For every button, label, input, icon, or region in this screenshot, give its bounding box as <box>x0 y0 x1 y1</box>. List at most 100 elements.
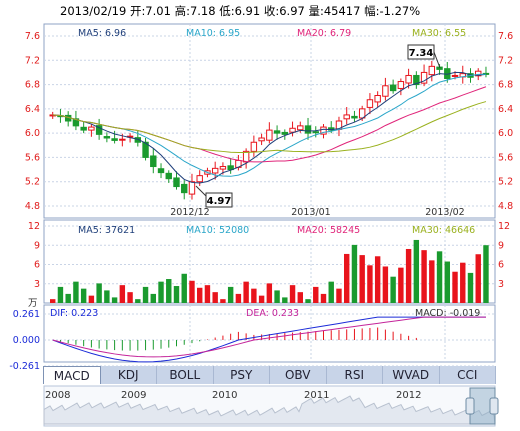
navigator-left-handle[interactable] <box>465 397 475 415</box>
tab-macd[interactable]: MACD <box>43 366 101 384</box>
volume-bar <box>50 299 56 303</box>
navigator-right-handle[interactable] <box>489 397 499 415</box>
tab-cci[interactable]: CCI <box>440 366 496 384</box>
volume-bar <box>336 288 342 303</box>
volume-bar <box>235 293 242 303</box>
time-axis-label: 2013/02 <box>425 207 464 218</box>
candle-body <box>165 172 172 180</box>
candle-body <box>351 115 358 119</box>
price-y-tick-left: 6.8 <box>25 80 40 91</box>
volume-ma-label: MA10: 52080 <box>186 225 249 236</box>
price-y-tick-left: 6.4 <box>25 104 40 115</box>
high-marker: 7.34 <box>409 48 434 59</box>
volume-bar <box>436 251 443 303</box>
dif-line <box>52 316 486 363</box>
candle-body <box>80 126 87 131</box>
volume-bar <box>104 290 110 303</box>
volume-bar <box>413 239 420 303</box>
tab-obv[interactable]: OBV <box>270 366 327 384</box>
candle-body <box>428 65 436 76</box>
tab-kdj[interactable]: KDJ <box>101 366 157 384</box>
volume-bar <box>289 285 296 303</box>
candle-body <box>88 126 95 131</box>
volume-bar <box>73 281 79 303</box>
volume-bar <box>158 281 164 303</box>
volume-ma-label: MA5: 37621 <box>78 225 135 236</box>
candle-body <box>281 131 289 135</box>
low-marker-box <box>205 192 233 208</box>
volume-bar <box>390 276 396 303</box>
volume-bar <box>282 297 288 303</box>
quote-header: 2013/02/19 开:7.01 高:7.18 低:6.91 收:6.97 量… <box>60 4 421 18</box>
volume-y-tick-left: 3 <box>34 279 40 290</box>
candle-body <box>181 183 188 194</box>
time-axis-label: 2012/12 <box>170 207 209 218</box>
price-ma-label: MA5: 6.96 <box>78 28 126 39</box>
volume-bar <box>328 281 334 303</box>
volume-bar <box>398 267 404 303</box>
chart-labels: MA5: 6.96 MA10: 6.95 MA20: 6.79 MA30: 6.55 M… <box>9 28 513 372</box>
candle-body <box>103 136 111 139</box>
low-marker-pointer <box>195 185 207 197</box>
volume-bar <box>243 281 249 303</box>
macd-plot <box>52 316 486 363</box>
volume-bar <box>220 299 226 303</box>
candle-body <box>366 99 374 108</box>
volume-bar <box>320 293 327 303</box>
volume-bar <box>135 299 141 303</box>
price-y-tick-right: 7.2 <box>498 55 513 66</box>
candle-body <box>273 130 281 134</box>
candle-body <box>150 155 157 168</box>
volume-bar <box>251 288 257 303</box>
volume-bar <box>351 244 358 303</box>
navigator-year-label: 2012 <box>396 390 421 401</box>
volume-bar <box>127 292 133 303</box>
volume-bar <box>173 286 180 303</box>
volume-unit: 万 <box>28 298 38 309</box>
tab-boll[interactable]: BOLL <box>157 366 214 384</box>
macd-y-tick: -0.261 <box>9 361 40 372</box>
volume-ma-label: MA30: 46646 <box>412 225 475 236</box>
candle-body <box>211 167 219 174</box>
price-ma-label: MA10: 6.95 <box>186 28 240 39</box>
tab-rsi[interactable]: RSI <box>327 366 383 384</box>
volume-bar <box>197 287 203 303</box>
volume-bar <box>212 292 218 303</box>
dif-label: DIF: 0.223 <box>50 308 98 319</box>
price-y-tick-left: 6.0 <box>25 128 40 139</box>
candle-body <box>397 81 405 89</box>
candle-body <box>475 70 482 77</box>
price-y-tick-right: 6.0 <box>498 128 513 139</box>
volume-bar <box>475 254 481 303</box>
volume-bar <box>227 286 234 303</box>
volume-y-tick-right: 3 <box>498 279 504 290</box>
volume-bar <box>142 286 149 303</box>
indicator-tabs: MACD KDJ BOLL PSY OBV RSI WVAD CCI <box>43 366 496 384</box>
macd-value-label: MACD: -0.019 <box>415 308 480 319</box>
volume-bar <box>181 273 187 303</box>
candle-body <box>420 71 428 84</box>
tab-wvad[interactable]: WVAD <box>383 366 440 384</box>
volume-bar <box>344 253 350 303</box>
candle-body <box>297 125 304 131</box>
macd-y-tick: 0.000 <box>13 335 40 346</box>
candle-body <box>95 125 103 135</box>
volume-bar <box>382 266 389 303</box>
candle-body <box>72 118 80 127</box>
volume-bar <box>444 261 450 303</box>
candle-body <box>289 127 296 133</box>
volume-bar <box>405 248 412 303</box>
candle-body <box>343 114 350 120</box>
tab-psy[interactable]: PSY <box>214 366 270 384</box>
price-y-tick-left: 7.6 <box>25 31 40 42</box>
navigator-year-label: 2011 <box>304 390 329 401</box>
volume-bar <box>189 280 195 303</box>
volume-bar <box>111 297 118 303</box>
candle-body <box>196 175 203 183</box>
volume-bar <box>204 285 211 303</box>
volume-bar <box>119 285 126 303</box>
macd-y-tick: 0.261 <box>13 309 40 320</box>
volume-bar <box>305 299 311 303</box>
volume-y-tick-left: 9 <box>34 240 40 251</box>
